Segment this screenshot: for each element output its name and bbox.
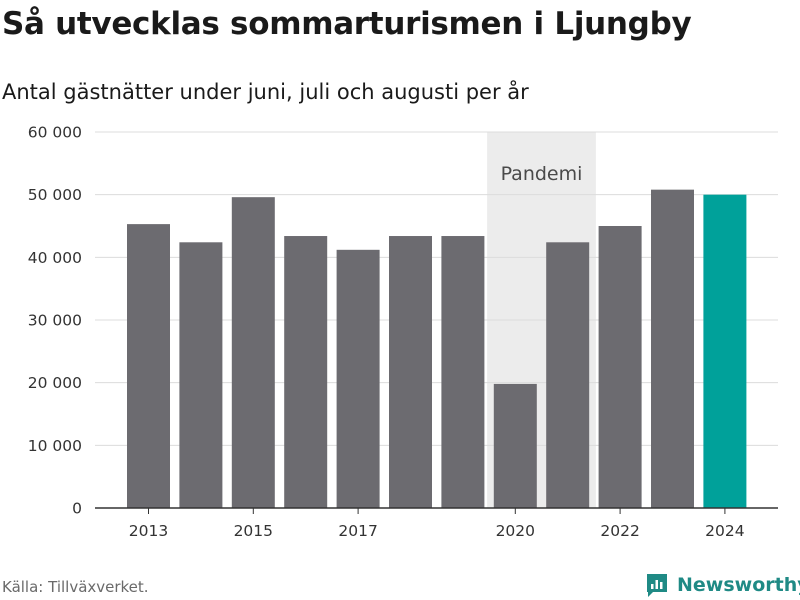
bar-2016	[284, 236, 328, 508]
bar-2015	[231, 197, 275, 508]
x-tick-label: 2020	[496, 522, 535, 540]
bar-2017	[336, 249, 380, 508]
y-tick-label: 60 000	[28, 124, 82, 142]
y-tick-label: 50 000	[28, 186, 82, 204]
x-tick-label: 2024	[705, 522, 744, 540]
chart-subtitle: Antal gästnätter under juni, juli och au…	[2, 80, 529, 104]
bar-2024	[703, 194, 747, 508]
bar-2021	[546, 242, 590, 508]
x-tick-label: 2015	[234, 522, 273, 540]
x-tick-label: 2017	[338, 522, 377, 540]
chart-title: Så utvecklas sommarturismen i Ljungby	[2, 6, 692, 42]
bar-2013	[127, 224, 170, 508]
y-tick-label: 10 000	[28, 437, 82, 455]
y-tick-label: 20 000	[28, 374, 82, 392]
bar-2014	[179, 242, 223, 508]
y-tick-label: 0	[72, 500, 82, 518]
y-tick-label: 40 000	[28, 249, 82, 267]
pandemic-band-label: Pandemi	[501, 163, 583, 185]
x-tick-label: 2022	[600, 522, 639, 540]
bar-2023	[651, 189, 694, 509]
bar-2019	[441, 236, 485, 508]
bar-2022	[598, 226, 642, 508]
y-tick-label: 30 000	[28, 312, 82, 330]
source-note: Källa: Tillväxverket.	[2, 578, 149, 596]
newsworthy-chart-icon	[647, 574, 667, 597]
bar-2020	[493, 383, 537, 508]
x-tick-label: 2013	[129, 522, 168, 540]
bar-2018	[389, 236, 432, 508]
newsworthy-logo[interactable]: Newsworthy	[645, 570, 800, 600]
logo-text: Newsworthy	[677, 574, 800, 596]
